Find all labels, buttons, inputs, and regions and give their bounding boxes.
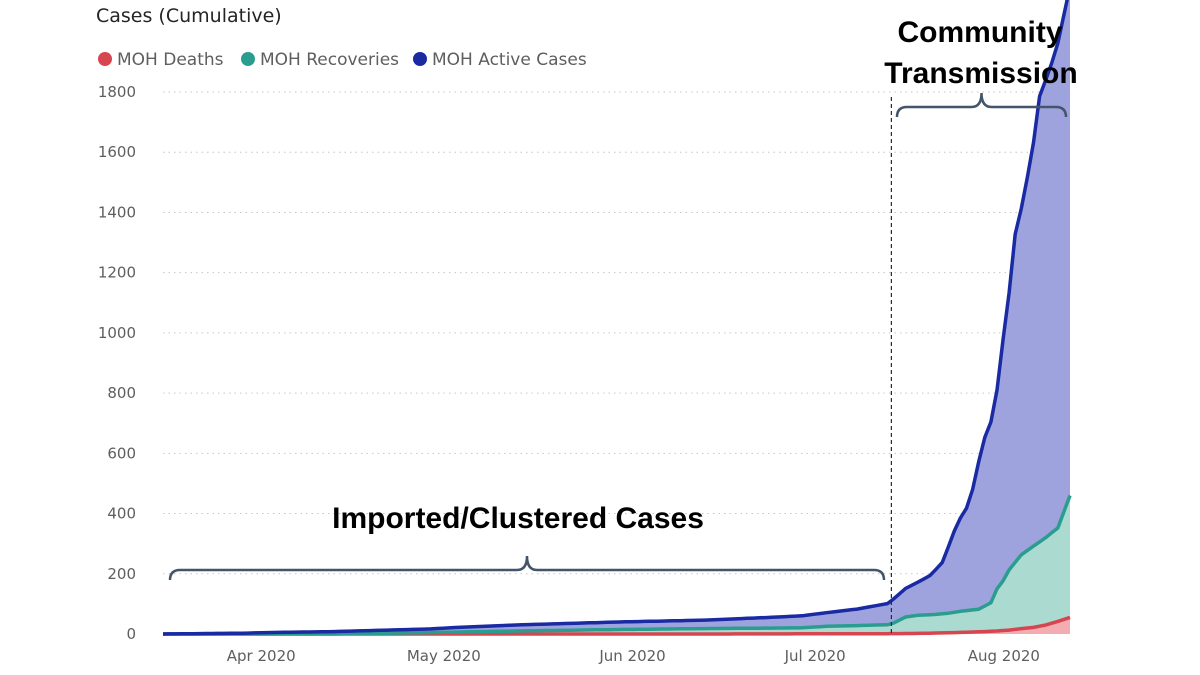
x-tick-label: Jul 2020 bbox=[784, 647, 846, 665]
y-tick-label: 600 bbox=[107, 444, 136, 462]
x-axis: Apr 2020 May 2020 Jun 2020 Jul 2020 Aug 2020 bbox=[227, 647, 1040, 665]
y-axis: 0 200 400 600 800 1000 1200 1400 1600 1800 bbox=[98, 83, 136, 643]
chart-title: Cases (Cumulative) bbox=[96, 5, 282, 27]
legend-item[interactable]: MOH Recoveries bbox=[241, 50, 399, 70]
legend-item[interactable]: MOH Active Cases bbox=[413, 50, 587, 70]
y-tick-label: 1200 bbox=[98, 264, 136, 282]
series-areas bbox=[163, 0, 1070, 634]
legend-item[interactable]: MOH Deaths bbox=[98, 50, 224, 70]
series-line-1 bbox=[163, 494, 1072, 636]
annotations: Imported/Clustered Cases Community Transmi… bbox=[168, 16, 1078, 634]
legend-swatch bbox=[241, 52, 255, 66]
legend-swatch bbox=[413, 52, 427, 66]
y-tick-label: 1000 bbox=[98, 324, 136, 342]
series-area-1 bbox=[163, 495, 1070, 634]
legend-label: MOH Active Cases bbox=[432, 50, 587, 70]
y-tick-label: 0 bbox=[126, 625, 136, 643]
x-tick-label: Jun 2020 bbox=[598, 647, 665, 665]
y-tick-label: 800 bbox=[107, 384, 136, 402]
series-area-2 bbox=[163, 0, 1070, 634]
y-tick-label: 1800 bbox=[98, 83, 136, 101]
y-tick-label: 400 bbox=[107, 505, 136, 523]
x-tick-label: May 2020 bbox=[407, 647, 481, 665]
annotation-imported: Imported/Clustered Cases bbox=[332, 502, 704, 535]
x-tick-label: Apr 2020 bbox=[227, 647, 296, 665]
bracket-community bbox=[895, 92, 1068, 118]
annotation-community-line2: Transmission bbox=[884, 57, 1077, 90]
bracket-imported bbox=[168, 555, 886, 581]
legend-label: MOH Recoveries bbox=[260, 50, 399, 70]
legend[interactable]: MOH Deaths MOH Recoveries MOH Active Cases bbox=[98, 50, 587, 70]
y-tick-label: 200 bbox=[107, 565, 136, 583]
y-tick-label: 1400 bbox=[98, 203, 136, 221]
legend-swatch bbox=[98, 52, 112, 66]
series-line-2 bbox=[162, 0, 1069, 636]
y-tick-label: 1600 bbox=[98, 143, 136, 161]
annotation-community-line1: Community bbox=[898, 16, 1063, 49]
legend-label: MOH Deaths bbox=[117, 50, 224, 70]
series-lines bbox=[162, 0, 1072, 636]
x-tick-label: Aug 2020 bbox=[968, 647, 1040, 665]
